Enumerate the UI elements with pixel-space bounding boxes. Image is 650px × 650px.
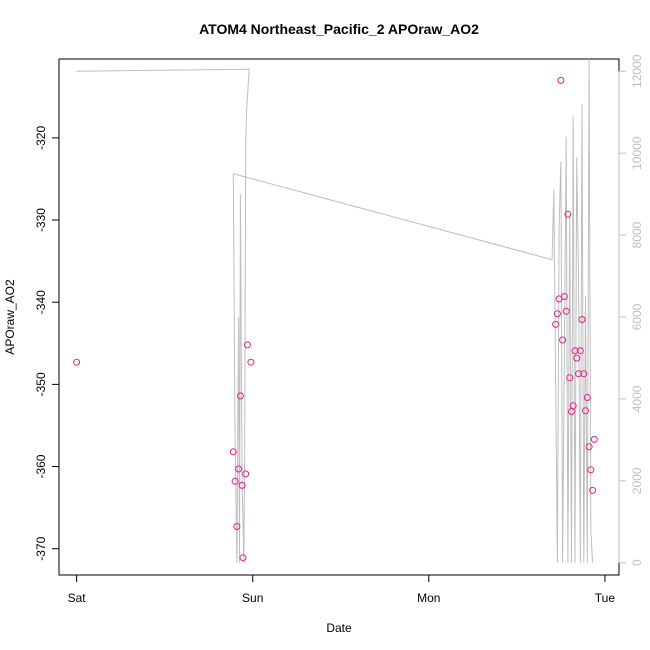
- plot-frame: [58, 58, 620, 576]
- data-point: [242, 470, 250, 478]
- series-line-1: [76, 58, 594, 563]
- chart-title: ATOM4 Northeast_Pacific_2 APOraw_AO2: [199, 21, 479, 37]
- data-point: [247, 358, 255, 366]
- y-axis-label: APOraw_AO2: [3, 279, 17, 355]
- data-point: [571, 347, 579, 355]
- x-tick-label: Tue: [595, 591, 616, 605]
- data-point: [553, 310, 561, 318]
- data-point: [239, 554, 247, 562]
- point-series: [73, 76, 598, 562]
- y-axis-left: -370 -360 -350 -340 -330 -320: [34, 126, 60, 561]
- line-series: [76, 58, 594, 563]
- data-point: [585, 443, 593, 451]
- data-point: [557, 76, 565, 84]
- x-tick-label: Sun: [242, 591, 263, 605]
- x-axis-label: Date: [326, 621, 352, 635]
- y2-tick-label: 12000: [630, 54, 644, 88]
- data-point: [231, 477, 239, 485]
- y-tick-label: -370: [34, 536, 48, 560]
- data-point: [552, 320, 560, 328]
- y-tick-label: -350: [34, 372, 48, 396]
- y2-tick-label: 0: [630, 559, 644, 566]
- data-point: [576, 347, 584, 355]
- data-point: [582, 407, 589, 415]
- data-point: [564, 210, 572, 218]
- data-point: [243, 341, 251, 349]
- data-point: [575, 370, 582, 378]
- y2-tick-label: 6000: [630, 303, 644, 330]
- data-point: [580, 370, 588, 378]
- data-point: [587, 466, 595, 474]
- y-axis-right: 0 2000 4000 6000 8000 10000 12000: [618, 54, 644, 566]
- data-point: [573, 354, 581, 362]
- data-point: [560, 293, 568, 300]
- data-point: [238, 481, 246, 489]
- data-point: [569, 402, 577, 410]
- data-point: [235, 465, 243, 473]
- x-axis: Sat Sun Mon Tue: [68, 574, 616, 605]
- data-point: [589, 486, 597, 494]
- data-point: [562, 307, 570, 315]
- y2-tick-label: 10000: [630, 136, 644, 170]
- data-point: [73, 358, 81, 366]
- data-point: [233, 523, 241, 530]
- x-tick-label: Mon: [417, 591, 440, 605]
- y2-tick-label: 8000: [630, 221, 644, 248]
- data-point: [578, 316, 586, 323]
- y-tick-label: -330: [34, 208, 48, 232]
- y-tick-label: -340: [34, 290, 48, 314]
- data-point: [566, 374, 574, 382]
- data-point: [583, 394, 591, 401]
- x-tick-label: Sat: [68, 591, 87, 605]
- y-tick-label: -320: [34, 126, 48, 150]
- data-point: [568, 408, 575, 415]
- data-point: [559, 336, 567, 344]
- y2-tick-label: 4000: [630, 385, 644, 412]
- data-point: [229, 448, 237, 456]
- data-point: [236, 392, 244, 400]
- data-point: [590, 435, 598, 443]
- y-tick-label: -360: [34, 454, 48, 478]
- y2-tick-label: 2000: [630, 467, 644, 494]
